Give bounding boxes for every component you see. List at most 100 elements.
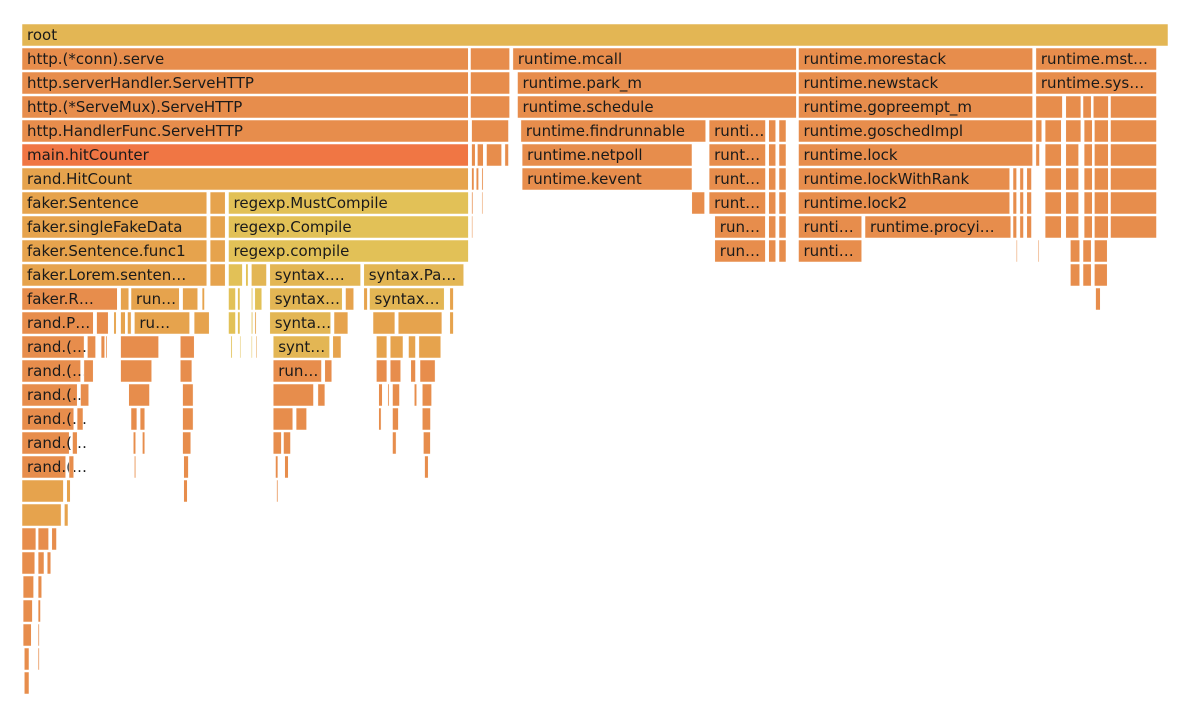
flame-frame[interactable] (389, 335, 404, 359)
frame-rect[interactable] (1095, 287, 1101, 311)
frame-rect[interactable] (96, 311, 109, 335)
flame-frame[interactable] (1019, 215, 1024, 239)
frame-rect[interactable] (37, 647, 40, 671)
frame-rect[interactable] (230, 335, 233, 359)
flame-frame[interactable]: faker.Sentence (21, 191, 208, 215)
frame-rect[interactable] (182, 287, 198, 311)
flame-frame[interactable] (24, 647, 30, 671)
frame-rect[interactable] (83, 359, 94, 383)
frame-rect[interactable] (21, 455, 66, 479)
flame-frame[interactable] (127, 311, 132, 335)
flame-frame[interactable] (113, 311, 117, 335)
flame-frame[interactable] (397, 311, 443, 335)
frame-rect[interactable] (1044, 215, 1062, 239)
frame-rect[interactable] (477, 143, 484, 167)
frame-rect[interactable] (1012, 191, 1017, 215)
frame-rect[interactable] (251, 311, 253, 335)
frame-rect[interactable] (418, 335, 442, 359)
flame-frame[interactable] (21, 527, 37, 551)
flame-frame[interactable]: run… (714, 239, 766, 263)
flame-frame[interactable] (245, 263, 249, 287)
frame-rect[interactable] (1035, 143, 1040, 167)
flame-frame[interactable] (1012, 167, 1017, 191)
frame-rect[interactable] (1016, 239, 1018, 263)
frame-rect[interactable] (1019, 215, 1024, 239)
flame-frame[interactable] (481, 191, 484, 215)
flame-frame[interactable] (1082, 263, 1092, 287)
flame-frame[interactable] (142, 431, 146, 455)
flame-frame[interactable]: runt… (708, 191, 766, 215)
flame-frame[interactable]: faker.R… (21, 287, 118, 311)
flame-frame[interactable] (134, 455, 136, 479)
flame-frame[interactable]: ru… (134, 311, 190, 335)
frame-rect[interactable] (80, 383, 89, 407)
frame-rect[interactable] (1065, 143, 1079, 167)
frame-rect[interactable] (182, 431, 192, 455)
flame-frame[interactable]: runtime.findrunnable (520, 119, 706, 143)
flame-frame[interactable] (180, 359, 193, 383)
flame-frame[interactable] (778, 215, 787, 239)
frame-rect[interactable] (422, 407, 431, 431)
flame-frame[interactable] (228, 263, 243, 287)
flame-frame[interactable] (1095, 287, 1101, 311)
frame-rect[interactable] (798, 47, 1033, 71)
frame-rect[interactable] (768, 119, 776, 143)
flame-frame[interactable] (128, 383, 150, 407)
flame-frame[interactable] (21, 503, 62, 527)
flame-frame[interactable] (180, 335, 195, 359)
frame-rect[interactable] (46, 551, 52, 575)
frame-rect[interactable] (778, 143, 787, 167)
flame-frame[interactable]: rand.HitCount (21, 167, 469, 191)
frame-rect[interactable] (1012, 215, 1017, 239)
frame-rect[interactable] (269, 287, 343, 311)
frame-rect[interactable] (1044, 143, 1062, 167)
flame-frame[interactable] (1094, 215, 1109, 239)
frame-rect[interactable] (139, 407, 146, 431)
flame-frame[interactable] (778, 239, 787, 263)
frame-rect[interactable] (21, 47, 469, 71)
flame-frame[interactable] (1110, 215, 1157, 239)
frame-rect[interactable] (72, 431, 78, 455)
frame-rect[interactable] (1093, 95, 1109, 119)
frame-rect[interactable] (228, 191, 469, 215)
frame-rect[interactable] (22, 623, 32, 647)
frame-rect[interactable] (1026, 167, 1032, 191)
frame-rect[interactable] (37, 551, 45, 575)
flame-frame[interactable] (422, 407, 431, 431)
frame-rect[interactable] (517, 95, 797, 119)
flame-frame[interactable]: runti… (708, 119, 766, 143)
frame-rect[interactable] (414, 383, 417, 407)
frame-rect[interactable] (1019, 191, 1024, 215)
frame-rect[interactable] (486, 143, 502, 167)
frame-rect[interactable] (21, 503, 62, 527)
flame-frame[interactable] (283, 431, 291, 455)
flame-frame[interactable] (768, 143, 776, 167)
flame-frame[interactable] (1094, 167, 1109, 191)
flame-frame[interactable] (1094, 263, 1108, 287)
flame-frame[interactable]: syntax… (269, 287, 343, 311)
frame-rect[interactable] (768, 215, 776, 239)
flame-frame[interactable]: syntax.Pa… (363, 263, 464, 287)
flame-frame[interactable] (120, 311, 126, 335)
frame-rect[interactable] (76, 407, 84, 431)
frame-rect[interactable] (332, 335, 342, 359)
flame-frame[interactable] (183, 455, 189, 479)
frame-rect[interactable] (378, 383, 383, 407)
frame-rect[interactable] (387, 383, 390, 407)
frame-rect[interactable] (276, 479, 279, 503)
flame-frame[interactable]: rand.(… (21, 455, 87, 479)
flame-frame[interactable] (422, 383, 432, 407)
frame-rect[interactable] (1037, 239, 1040, 263)
flame-frame[interactable]: runtime.lock2 (798, 191, 1010, 215)
flame-frame[interactable] (449, 287, 454, 311)
frame-rect[interactable] (21, 527, 37, 551)
flame-frame[interactable] (37, 599, 41, 623)
frame-rect[interactable] (1094, 167, 1109, 191)
flame-frame[interactable] (105, 335, 108, 359)
flame-frame[interactable]: faker.Sentence.func1 (21, 239, 208, 263)
frame-rect[interactable] (127, 311, 132, 335)
frame-rect[interactable] (120, 335, 159, 359)
flame-frame[interactable] (37, 551, 45, 575)
frame-rect[interactable] (237, 311, 241, 335)
frame-rect[interactable] (1110, 95, 1157, 119)
